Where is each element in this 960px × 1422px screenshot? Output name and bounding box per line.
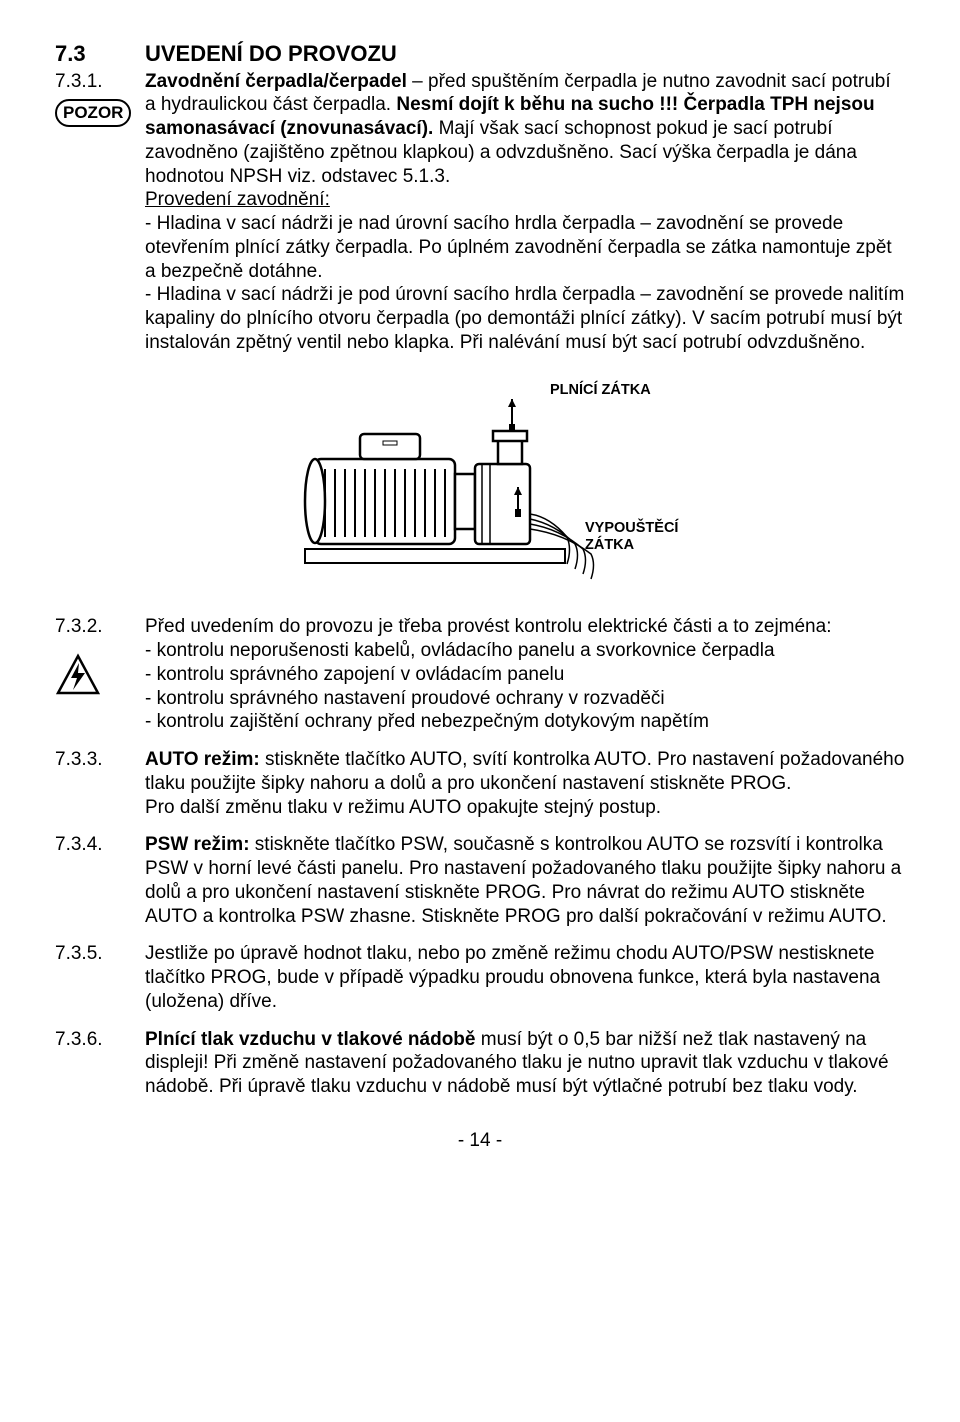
body: stiskněte tlačítko AUTO, svítí kontrolka… bbox=[145, 749, 904, 794]
line-2: Pro další změnu tlaku v režimu AUTO opak… bbox=[145, 797, 661, 818]
pump-illustration: PLNÍCÍ ZÁTKA VYPOUŠTĚCÍ ZÁTKA bbox=[265, 369, 695, 589]
entry-number: 7.3.2. bbox=[55, 616, 103, 637]
entry-number-col: 7.3.1. POZOR bbox=[55, 70, 145, 355]
lead: Před uvedením do provozu je třeba provés… bbox=[145, 616, 831, 637]
entry-7-3-1: 7.3.1. POZOR Zavodnění čerpadla/čerpadel… bbox=[55, 70, 905, 355]
entry-number: 7.3.4. bbox=[55, 833, 145, 928]
pozor-badge: POZOR bbox=[55, 99, 131, 126]
drain-plug-label-2: ZÁTKA bbox=[585, 536, 635, 553]
lead-bold: AUTO režim: bbox=[145, 749, 260, 770]
entry-7-3-6: 7.3.6. Plnící tlak vzduchu v tlakové nád… bbox=[55, 1028, 905, 1099]
lead-bold: Plnící tlak vzduchu v tlakové nádobě bbox=[145, 1029, 475, 1050]
entry-7-3-5: 7.3.5. Jestliže po úpravě hodnot tlaku, … bbox=[55, 942, 905, 1013]
prov-heading: Provedení zavodnění: bbox=[145, 189, 330, 210]
section-heading: 7.3 UVEDENÍ DO PROVOZU bbox=[55, 40, 905, 68]
body: stiskněte tlačítko PSW, současně s kontr… bbox=[145, 834, 901, 926]
entry-number: 7.3.1. bbox=[55, 71, 103, 92]
entry-number-col: 7.3.2. bbox=[55, 615, 145, 734]
drain-plug-label-1: VYPOUŠTĚCÍ bbox=[585, 518, 679, 536]
lead-bold: Zavodnění čerpadla/čerpadel bbox=[145, 71, 407, 92]
section-title: UVEDENÍ DO PROVOZU bbox=[145, 40, 397, 68]
bullet-2: - kontrolu správného zapojení v ovládací… bbox=[145, 664, 564, 685]
fill-plug-label: PLNÍCÍ ZÁTKA bbox=[550, 381, 651, 398]
entry-body: PSW režim: stiskněte tlačítko PSW, souča… bbox=[145, 833, 905, 928]
entry-7-3-4: 7.3.4. PSW režim: stiskněte tlačítko PSW… bbox=[55, 833, 905, 928]
entry-body: Jestliže po úpravě hodnot tlaku, nebo po… bbox=[145, 942, 905, 1013]
bullet-1: - kontrolu neporušenosti kabelů, ovládac… bbox=[145, 640, 775, 661]
prov-body: - Hladina v sací nádrži je nad úrovní sa… bbox=[145, 213, 904, 353]
entry-body: AUTO režim: stiskněte tlačítko AUTO, sví… bbox=[145, 748, 905, 819]
pump-figure: PLNÍCÍ ZÁTKA VYPOUŠTĚCÍ ZÁTKA bbox=[55, 369, 905, 596]
entry-7-3-2: 7.3.2. Před uvedením do provozu je třeba… bbox=[55, 615, 905, 734]
entry-body: Plnící tlak vzduchu v tlakové nádobě mus… bbox=[145, 1028, 905, 1099]
entry-body: Zavodnění čerpadla/čerpadel – před spušt… bbox=[145, 70, 905, 355]
entry-7-3-3: 7.3.3. AUTO režim: stiskněte tlačítko AU… bbox=[55, 748, 905, 819]
entry-number: 7.3.3. bbox=[55, 748, 145, 819]
entry-body: Před uvedením do provozu je třeba provés… bbox=[145, 615, 905, 734]
high-voltage-icon bbox=[55, 653, 145, 706]
page-number: - 14 - bbox=[55, 1129, 905, 1153]
bullet-4: - kontrolu zajištění ochrany před nebezp… bbox=[145, 711, 709, 732]
entry-number: 7.3.6. bbox=[55, 1028, 145, 1099]
section-number: 7.3 bbox=[55, 40, 145, 68]
entry-number: 7.3.5. bbox=[55, 942, 145, 1013]
lead-bold: PSW režim: bbox=[145, 834, 250, 855]
bullet-3: - kontrolu správného nastavení proudové … bbox=[145, 688, 665, 709]
